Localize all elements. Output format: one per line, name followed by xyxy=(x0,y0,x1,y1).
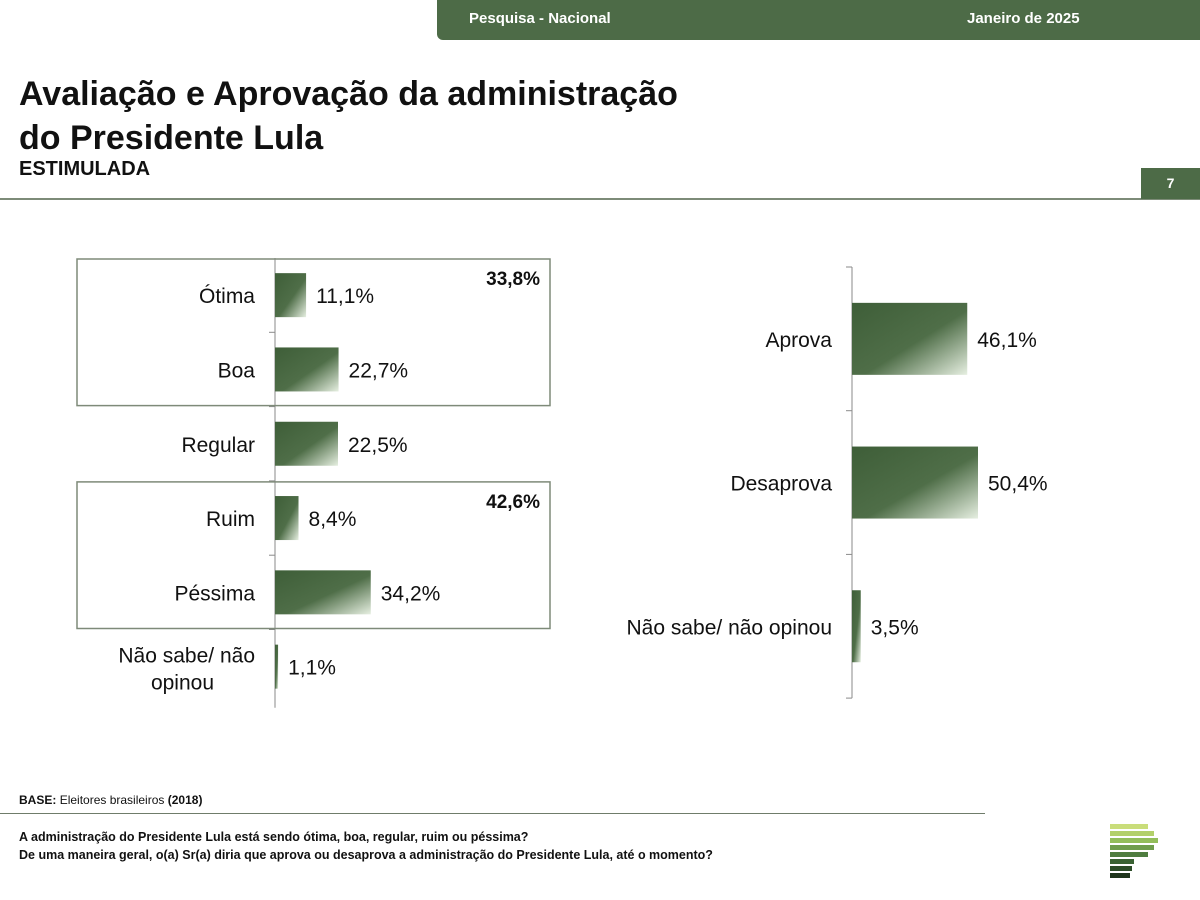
category-label-boa: Boa xyxy=(218,359,256,382)
bar-nao-sabe-nao-opinou xyxy=(852,590,861,663)
category-label-aprova: Aprova xyxy=(765,329,832,352)
category-label-nao-sabe-nao-opinou: Não sabe/ não opinou xyxy=(627,616,833,639)
value-label-otima: 11,1% xyxy=(316,285,374,308)
group-box-2 xyxy=(76,481,551,630)
value-label-nao-sabe-nao-opinou: 3,5% xyxy=(871,616,919,639)
logo-stripe xyxy=(1110,852,1148,857)
category-label-regular: Regular xyxy=(181,434,255,457)
footer-divider xyxy=(0,813,985,814)
logo-stripe xyxy=(1110,831,1154,836)
base-year: (2018) xyxy=(167,793,203,807)
bar-otima xyxy=(275,273,307,318)
category-label-line: Não sabe/ não xyxy=(118,645,255,668)
bar-aprova xyxy=(852,302,968,375)
category-label-nao-sabe-nao-opinou: Não sabe/ não opinou xyxy=(118,645,255,695)
base-note: BASE: Eleitores brasileiros (2018) xyxy=(19,793,202,807)
page-number: 7 xyxy=(1141,168,1200,199)
base-text: Eleitores brasileiros xyxy=(59,793,165,807)
bar-desaprova xyxy=(852,446,978,519)
bar-regular xyxy=(275,421,338,466)
category-label-pessima: Péssima xyxy=(174,582,255,605)
page-title: Avaliação e Aprovação da administração d… xyxy=(19,72,779,160)
evaluation-chart: 33,8% 42,6% 11,1% Ótima 22,7% Boa 22,5% Regular… xyxy=(76,258,551,708)
logo-stripe xyxy=(1110,866,1132,871)
title-line-2: do Presidente Lula xyxy=(19,119,324,157)
bar-ruim xyxy=(275,496,299,541)
category-label-ruim: Ruim xyxy=(206,508,255,531)
company-logo xyxy=(1110,824,1160,882)
bar-nao-sabe-nao-opinou xyxy=(275,644,279,689)
survey-date: Janeiro de 2025 xyxy=(967,10,1080,27)
bar-boa xyxy=(275,347,339,392)
logo-stripe xyxy=(1110,824,1148,829)
logo-stripe xyxy=(1110,873,1130,878)
group-total-label-2: 42,6% xyxy=(486,492,540,513)
question-2: De uma maneira geral, o(a) Sr(a) diria q… xyxy=(19,848,713,862)
value-label-ruim: 8,4% xyxy=(309,508,357,531)
value-label-nao-sabe-nao-opinou: 1,1% xyxy=(288,657,336,680)
header-bar: Pesquisa - Nacional Janeiro de 2025 xyxy=(437,0,1200,40)
bar-pessima xyxy=(275,570,371,615)
category-label-otima: Ótima xyxy=(199,285,255,308)
group-total-label-1: 33,8% xyxy=(486,269,540,290)
header-divider xyxy=(0,198,1200,200)
value-label-pessima: 34,2% xyxy=(381,582,441,605)
value-label-aprova: 46,1% xyxy=(977,329,1037,352)
value-label-regular: 22,5% xyxy=(348,434,408,457)
survey-name: Pesquisa - Nacional xyxy=(469,10,611,27)
logo-stripe xyxy=(1110,859,1134,864)
page-subtitle: ESTIMULADA xyxy=(19,158,151,180)
base-label: BASE: xyxy=(19,793,57,807)
value-label-desaprova: 50,4% xyxy=(988,473,1048,496)
category-label-desaprova: Desaprova xyxy=(730,473,832,496)
approval-chart: 46,1% Aprova 50,4% Desaprova 3,5% Não sabe/ n… xyxy=(627,266,1048,699)
question-1: A administração do Presidente Lula está … xyxy=(19,830,529,844)
logo-stripe xyxy=(1110,845,1154,850)
value-label-boa: 22,7% xyxy=(349,359,409,382)
logo-stripe xyxy=(1110,838,1158,843)
category-label-line: opinou xyxy=(151,672,214,695)
group-box-1 xyxy=(76,258,551,407)
title-line-1: Avaliação e Aprovação da administração xyxy=(19,75,678,113)
